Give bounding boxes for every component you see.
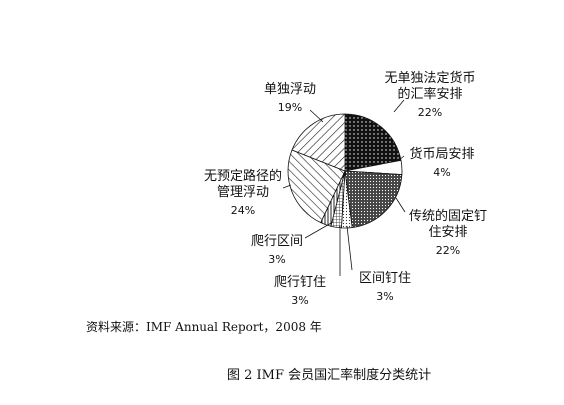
slice-label: 爬行区间 [251,234,303,249]
pie-slice [344,170,403,228]
leader-line [304,221,334,239]
slice-label: 无单独法定货币 [384,70,475,86]
slice-label: 管理浮动 [217,185,269,200]
slice-value-label: 22% [436,244,460,257]
slice-label: 的汇率安排 [397,86,462,102]
pie-slice [344,113,402,172]
slice-value-label: 24% [231,204,255,217]
slice-label: 传统的固定钉 [409,208,487,224]
slice-label: 区间钉住 [359,271,411,286]
slice-value-label: 19% [278,101,302,114]
leader-line [309,109,324,123]
slice-label: 单独浮动 [264,82,316,97]
leader-line [398,155,405,161]
slice-label: 爬行钉住 [274,275,326,290]
leader-line [393,99,405,113]
slice-label: 无预定路径的 [204,168,282,184]
pie-slice [287,149,346,224]
leader-line [346,225,353,271]
slice-value-label: 3% [291,294,308,307]
leader-line [282,184,292,189]
slice-label: 住安排 [428,225,467,240]
source-note: 资料来源：IMF Annual Report，2008 年 [86,320,322,334]
slice-value-label: 22% [418,106,442,119]
pie-slice [291,113,346,172]
leader-line [395,197,406,213]
slice-value-label: 3% [268,253,285,266]
slice-value-label: 4% [433,166,450,179]
figure-caption: 图 2 IMF 会员国汇率制度分类统计 [227,368,432,383]
slice-value-label: 3% [376,290,393,303]
slice-label: 货币局安排 [409,146,474,162]
